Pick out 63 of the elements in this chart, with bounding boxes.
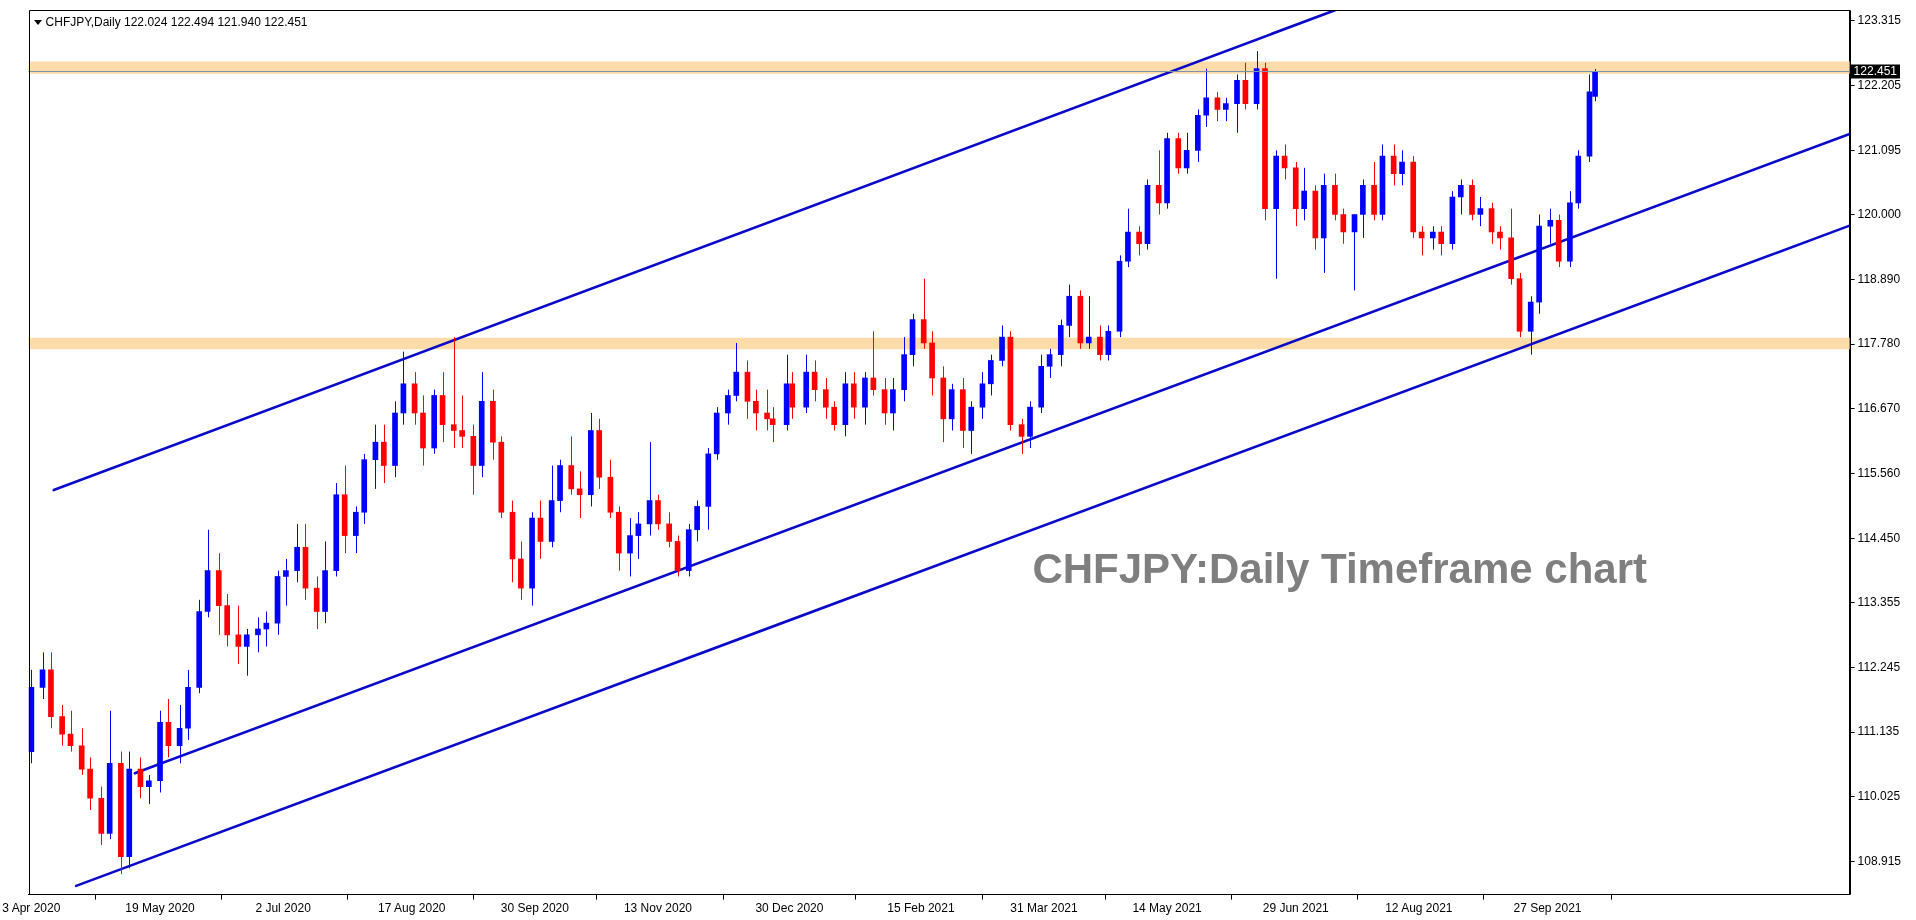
candlestick (764, 389, 770, 432)
candlestick (1429, 225, 1436, 251)
y-tick-label: 110.025 (1857, 789, 1901, 804)
candlestick (1547, 208, 1554, 245)
x-tick-label: 27 Sep 2021 (1513, 901, 1582, 916)
annotation: CHFJPY:Daily Timeframe chart (1032, 545, 1648, 593)
y-tick-label: 120.000 (1857, 206, 1902, 221)
candlestick (822, 377, 829, 420)
candlestick (1301, 167, 1307, 221)
candlestick (725, 389, 731, 426)
candlestick (235, 605, 242, 665)
chart-title: CHFJPY,Daily 122.024 122.494 121.940 122.451 (45, 14, 308, 29)
x-tick-label: 30 Sep 2020 (500, 901, 570, 916)
y-tick-label: 114.450 (1857, 530, 1901, 545)
candlestick (1214, 91, 1221, 122)
y-tick-label: 123.315 (1857, 13, 1902, 28)
x-tick-label: 2 Jul 2020 (255, 901, 312, 916)
candlestick (146, 774, 152, 805)
candlestick (666, 511, 672, 548)
candlestick (1497, 225, 1503, 251)
x-tick-label: 12 Aug 2021 (1385, 901, 1453, 916)
candlestick (1097, 324, 1103, 361)
candlestick (1457, 178, 1464, 216)
x-tick-label: 3 Apr 2020 (2, 901, 61, 916)
x-tick-label: 30 Dec 2020 (755, 901, 824, 916)
candlestick (1340, 208, 1347, 245)
candlestick (627, 517, 633, 577)
x-tick-label: 19 May 2020 (125, 901, 196, 916)
candlestick (1085, 295, 1092, 350)
candlestick (1203, 68, 1210, 128)
y-tick-label: 112.245 (1857, 659, 1901, 674)
candlestick (1155, 149, 1162, 216)
candlestick (753, 389, 759, 432)
candlestick (1018, 418, 1025, 455)
x-tick-label: 29 Jun 2021 (1262, 901, 1330, 916)
x-tick-label: 15 Feb 2021 (887, 901, 955, 916)
y-tick-label: 121.095 (1857, 142, 1902, 157)
candlestick (1399, 149, 1405, 186)
y-tick-label: 113.355 (1857, 594, 1901, 609)
x-tick-label: 13 Nov 2020 (623, 901, 693, 916)
candlestick (1046, 348, 1053, 379)
candlestick (1136, 225, 1142, 256)
candlestick (59, 704, 65, 747)
candlestick (1477, 196, 1484, 227)
candlestick (1222, 97, 1229, 122)
candlestick (243, 628, 250, 677)
candlestick (1438, 225, 1445, 256)
y-tick-label: 118.890 (1857, 271, 1901, 286)
y-tick-label: 115.560 (1857, 466, 1901, 481)
ref-line-label: 122.451 (1853, 64, 1898, 79)
candlestick (255, 616, 261, 653)
y-tick-label: 122.205 (1857, 78, 1902, 93)
y-tick-label: 111.135 (1857, 724, 1900, 739)
y-tick-label: 116.670 (1857, 401, 1901, 416)
candlestick (450, 336, 457, 449)
y-tick-label: 117.780 (1857, 336, 1901, 351)
x-tick-label: 14 May 2021 (1132, 901, 1203, 916)
y-tick-label: 108.915 (1857, 853, 1902, 868)
candlestick (459, 394, 465, 449)
candlestick (831, 400, 838, 432)
x-tick-label: 17 Aug 2020 (378, 901, 446, 916)
candlestick (283, 558, 289, 607)
x-tick-label: 31 Mar 2021 (1010, 901, 1078, 916)
